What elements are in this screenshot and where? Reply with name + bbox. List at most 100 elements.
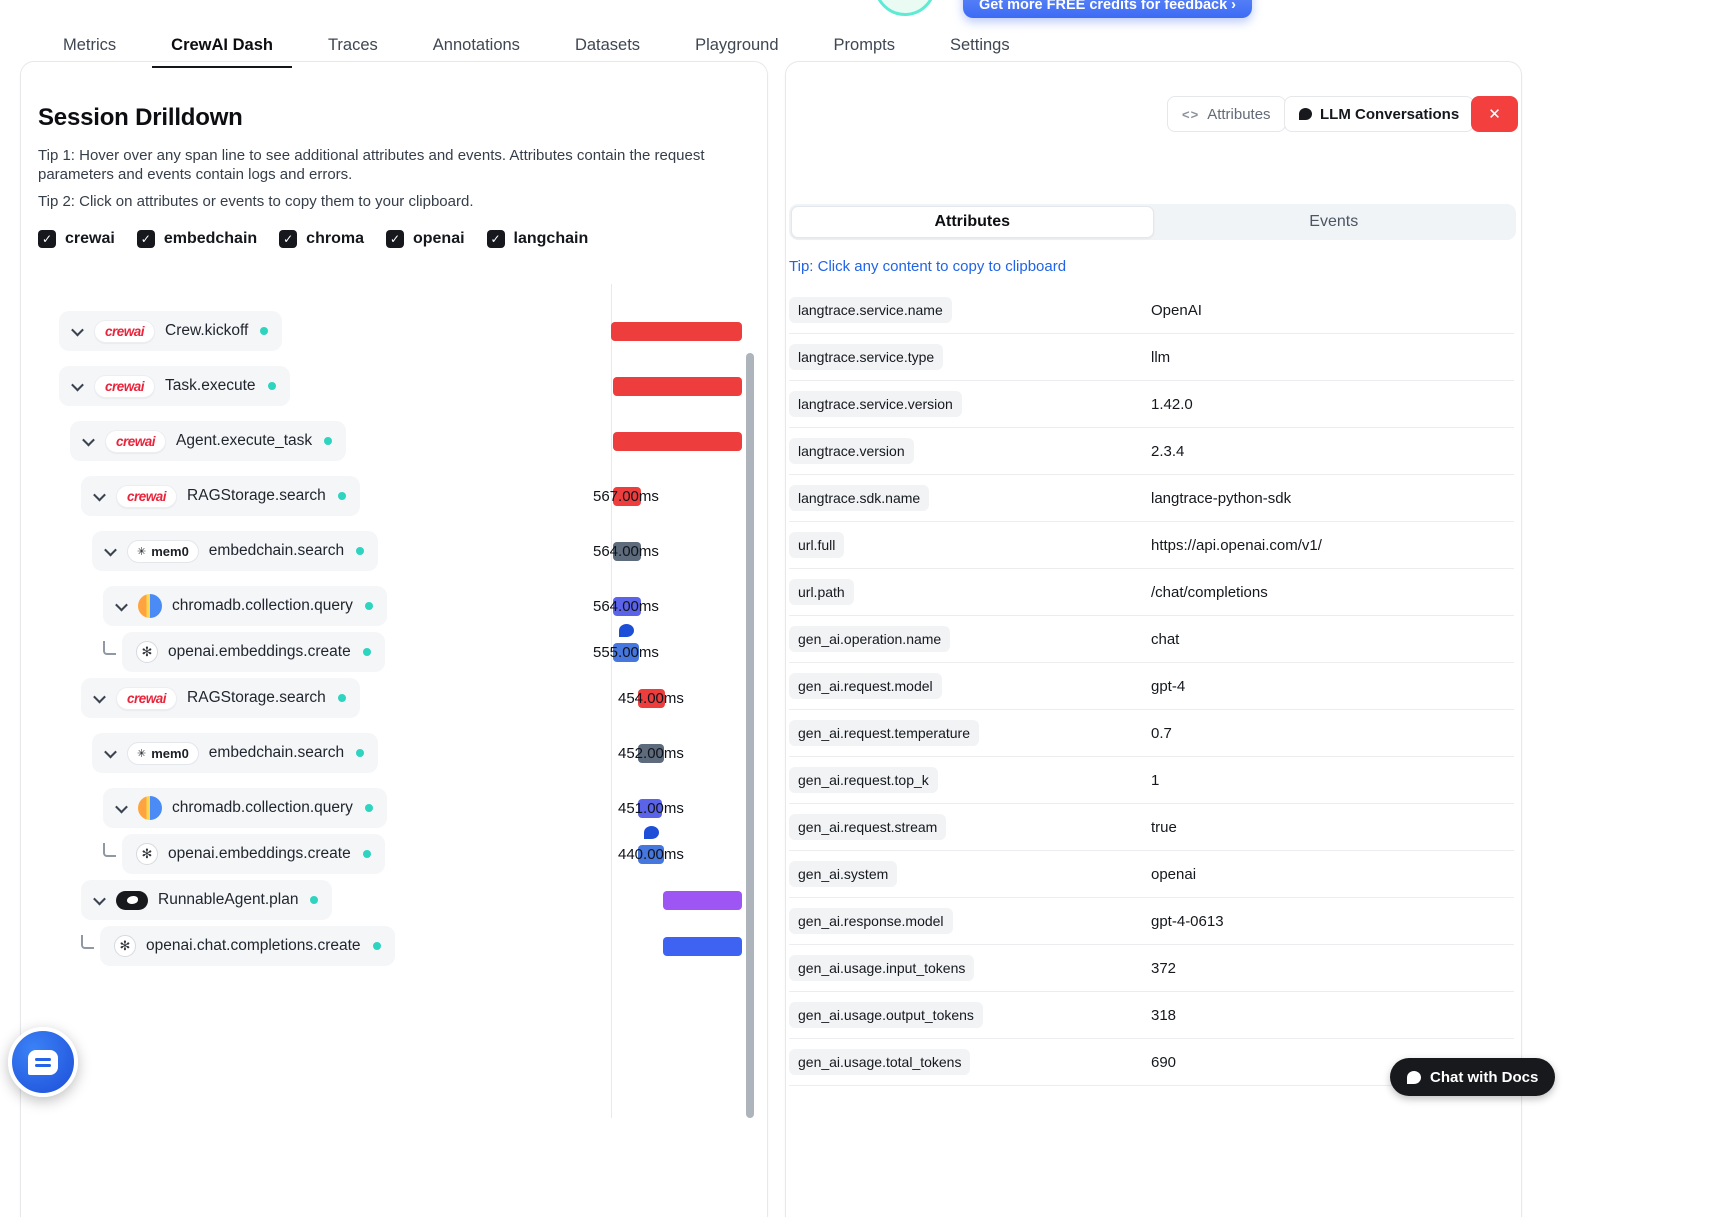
attr-value[interactable]: openai (1151, 866, 1196, 883)
attr-key[interactable]: gen_ai.usage.output_tokens (789, 1002, 983, 1028)
attr-row[interactable]: gen_ai.usage.output_tokens 318 (789, 992, 1514, 1039)
attr-row[interactable]: gen_ai.usage.input_tokens372 (789, 945, 1514, 992)
chevron-down-icon[interactable] (71, 323, 84, 336)
attributes-button[interactable]: <> Attributes (1167, 96, 1286, 132)
attr-key[interactable]: gen_ai.system (789, 861, 897, 887)
attr-key[interactable]: url.path (789, 579, 854, 605)
chat-widget-launcher[interactable] (8, 1027, 78, 1097)
span-box[interactable]: ✻openai.chat.completions.create (100, 926, 395, 966)
chevron-down-icon[interactable] (82, 433, 95, 446)
tab-prompts[interactable]: Prompts (834, 36, 895, 68)
tab-datasets[interactable]: Datasets (575, 36, 640, 68)
timeline-bar[interactable] (611, 322, 742, 341)
span-box[interactable]: crewaiAgent.execute_task (70, 421, 346, 461)
span-box[interactable]: chromadb.collection.query (103, 788, 387, 828)
attr-value[interactable]: 1.42.0 (1151, 396, 1193, 413)
tab-playground[interactable]: Playground (695, 36, 778, 68)
span-row[interactable]: crewaiCrew.kickoff (59, 311, 282, 351)
attr-value[interactable]: langtrace-python-sdk (1151, 490, 1291, 507)
span-box[interactable]: crewaiTask.execute (59, 366, 290, 406)
span-box[interactable]: crewaiRAGStorage.search (81, 476, 360, 516)
attr-row[interactable]: gen_ai.operation.name chat (789, 616, 1514, 663)
attr-value[interactable]: 690 (1151, 1054, 1176, 1071)
span-row[interactable]: ✳mem0embedchain.search (92, 531, 378, 571)
attr-value[interactable]: 1 (1151, 772, 1159, 789)
span-box[interactable]: ✻openai.embeddings.create (122, 834, 385, 874)
span-box[interactable]: crewaiRAGStorage.search (81, 678, 360, 718)
attr-value[interactable]: 2.3.4 (1151, 443, 1184, 460)
tab-annotations[interactable]: Annotations (433, 36, 520, 68)
attr-value[interactable]: 318 (1151, 1007, 1176, 1024)
chevron-down-icon[interactable] (71, 378, 84, 391)
span-box[interactable]: ✻openai.embeddings.create (122, 632, 385, 672)
attr-row[interactable]: url.path/chat/completions (789, 569, 1514, 616)
span-box[interactable]: chromadb.collection.query (103, 586, 387, 626)
tab-crewai-dash[interactable]: CrewAI Dash (171, 36, 273, 68)
span-row[interactable]: ✻openai.embeddings.create (103, 632, 385, 672)
span-row[interactable]: ✻openai.embeddings.create (103, 834, 385, 874)
span-row[interactable]: ✻openai.chat.completions.create (81, 926, 395, 966)
attr-row[interactable]: langtrace.sdk.name langtrace-python-sdk (789, 475, 1514, 522)
span-row[interactable]: chromadb.collection.query (103, 586, 387, 626)
span-row[interactable]: RunnableAgent.plan (81, 880, 332, 920)
attr-row[interactable]: gen_ai.request.stream true (789, 804, 1514, 851)
attr-key[interactable]: url.full (789, 532, 844, 558)
span-box[interactable]: ✳mem0embedchain.search (92, 531, 378, 571)
attr-value[interactable]: true (1151, 819, 1177, 836)
attr-value[interactable]: https://api.openai.com/v1/ (1151, 537, 1322, 554)
span-row[interactable]: crewaiAgent.execute_task (70, 421, 346, 461)
span-box[interactable]: crewaiCrew.kickoff (59, 311, 282, 351)
attr-key[interactable]: gen_ai.response.model (789, 908, 953, 934)
credits-button[interactable]: Get more FREE credits for feedback › (963, 0, 1252, 18)
chevron-down-icon[interactable] (104, 543, 117, 556)
attr-key[interactable]: langtrace.service.version (789, 391, 962, 417)
chevron-down-icon[interactable] (104, 745, 117, 758)
chevron-down-icon[interactable] (93, 690, 106, 703)
tab-metrics[interactable]: Metrics (63, 36, 116, 68)
chat-with-docs-button[interactable]: Chat with Docs (1390, 1058, 1555, 1096)
copy-tip-link[interactable]: Tip: Click any content to copy to clipbo… (789, 258, 1066, 275)
detail-tab-events[interactable]: Events (1154, 206, 1515, 238)
chevron-down-icon[interactable] (115, 598, 128, 611)
attr-value[interactable]: 372 (1151, 960, 1176, 977)
attr-key[interactable]: gen_ai.request.stream (789, 814, 946, 840)
vertical-scrollbar[interactable] (746, 353, 754, 1118)
timeline-bar[interactable] (613, 377, 742, 396)
llm-conversations-button[interactable]: LLM Conversations (1284, 96, 1474, 132)
chevron-down-icon[interactable] (93, 488, 106, 501)
attr-row[interactable]: gen_ai.response.model gpt-4-0613 (789, 898, 1514, 945)
attr-value[interactable]: gpt-4-0613 (1151, 913, 1224, 930)
attr-key[interactable]: gen_ai.request.model (789, 673, 942, 699)
attr-key[interactable]: langtrace.service.name (789, 297, 952, 323)
attr-row[interactable]: url.full https://api.openai.com/v1/ (789, 522, 1514, 569)
attr-key[interactable]: gen_ai.operation.name (789, 626, 950, 652)
attr-row[interactable]: gen_ai.request.temperature0.7 (789, 710, 1514, 757)
attr-key[interactable]: gen_ai.request.top_k (789, 767, 938, 793)
chevron-down-icon[interactable] (115, 800, 128, 813)
attr-row[interactable]: gen_ai.system openai (789, 851, 1514, 898)
span-box[interactable]: ✳mem0embedchain.search (92, 733, 378, 773)
attr-row[interactable]: gen_ai.request.model gpt-4 (789, 663, 1514, 710)
detail-tab-attributes[interactable]: Attributes (791, 206, 1154, 238)
attr-value[interactable]: chat (1151, 631, 1179, 648)
attr-key[interactable]: langtrace.sdk.name (789, 485, 929, 511)
attr-key[interactable]: gen_ai.usage.total_tokens (789, 1049, 970, 1075)
timeline-bar[interactable] (613, 432, 742, 451)
span-row[interactable]: crewaiRAGStorage.search (81, 476, 360, 516)
attr-value[interactable]: gpt-4 (1151, 678, 1185, 695)
close-button[interactable]: ✕ (1471, 96, 1518, 132)
attr-key[interactable]: langtrace.service.type (789, 344, 943, 370)
span-row[interactable]: ✳mem0embedchain.search (92, 733, 378, 773)
span-row[interactable]: crewaiRAGStorage.search (81, 678, 360, 718)
attr-value[interactable]: /chat/completions (1151, 584, 1268, 601)
attr-row[interactable]: gen_ai.request.top_k 1 (789, 757, 1514, 804)
attr-row[interactable]: langtrace.service.version 1.42.0 (789, 381, 1514, 428)
attr-value[interactable]: OpenAI (1151, 302, 1202, 319)
tab-traces[interactable]: Traces (328, 36, 378, 68)
attr-row[interactable]: langtrace.version 2.3.4 (789, 428, 1514, 475)
attr-key[interactable]: gen_ai.request.temperature (789, 720, 979, 746)
span-box[interactable]: RunnableAgent.plan (81, 880, 332, 920)
span-row[interactable]: crewaiTask.execute (59, 366, 290, 406)
timeline-bar[interactable] (663, 891, 742, 910)
attr-key[interactable]: langtrace.version (789, 438, 914, 464)
